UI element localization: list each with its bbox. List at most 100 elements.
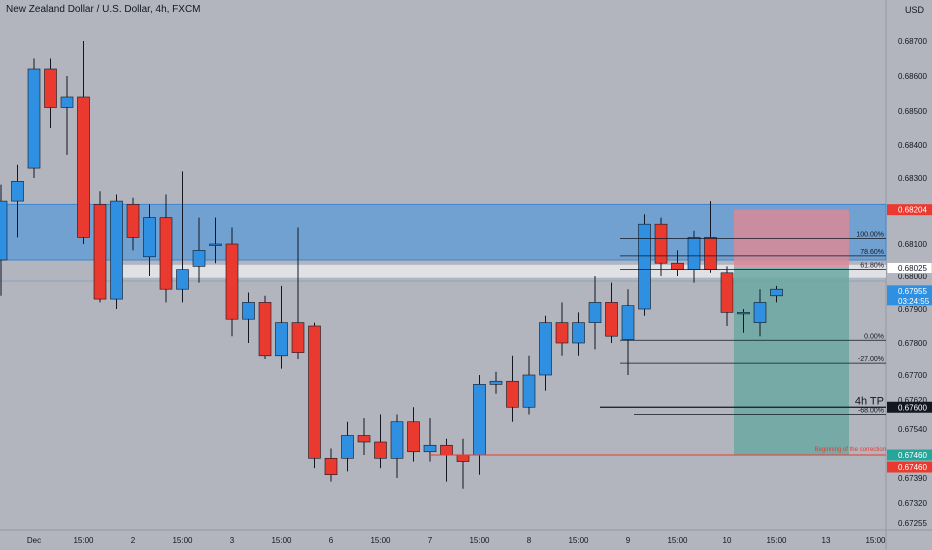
candle-body [737, 312, 750, 315]
stop-loss-area [734, 209, 849, 268]
candle-body [720, 272, 734, 313]
fib-level-label: -27.00% [858, 356, 884, 363]
x-tick-label: 10 [723, 536, 732, 545]
candle-body [176, 269, 189, 290]
candle-body [60, 96, 74, 108]
candle-body [126, 204, 140, 238]
take-profit-area [734, 268, 849, 455]
candle-body [704, 237, 717, 270]
fib-level-label: -68.00% [858, 408, 884, 415]
x-tick-label: 15:00 [271, 536, 292, 545]
fib-level-label: 61.80% [860, 263, 884, 270]
x-tick-label: 15:00 [370, 536, 391, 545]
candle-body [522, 374, 536, 408]
candle-body [390, 421, 404, 459]
candle-body [324, 457, 338, 476]
x-tick-label: 15:00 [172, 536, 193, 545]
y-tick-label: 0.68000 [898, 272, 927, 281]
x-tick-label: 6 [329, 536, 334, 545]
x-tick-label: 15:00 [667, 536, 688, 545]
x-tick-label: 3 [230, 536, 235, 545]
price-tag [887, 204, 932, 216]
candle-body [588, 302, 602, 323]
candle-body [621, 305, 635, 340]
candle-body [374, 441, 387, 459]
candle-body [308, 325, 321, 459]
y-tick-label: 0.67255 [898, 519, 927, 528]
y-tick-label: 0.68300 [898, 174, 927, 183]
candle-body [638, 223, 651, 310]
x-tick-label: 2 [131, 536, 136, 545]
symbol-title: New Zealand Dollar / U.S. Dollar, 4h, FX… [6, 4, 201, 15]
y-tick-label: 0.67320 [898, 499, 927, 508]
candle-body [258, 302, 272, 357]
x-tick-label: 15:00 [73, 536, 94, 545]
x-tick-label: 15:00 [568, 536, 589, 545]
candle-body [275, 322, 288, 357]
x-tick-label: 15:00 [766, 536, 787, 545]
price-tag-label: 0.67460 [898, 463, 927, 472]
x-tick-label: 15:00 [469, 536, 490, 545]
candle-body [770, 288, 783, 297]
candle-body [77, 96, 90, 238]
candle-body [440, 444, 453, 456]
y-tick-label: 0.67620 [898, 396, 927, 405]
price-tag [887, 449, 932, 461]
y-tick-label: 0.68600 [898, 72, 927, 81]
price-tag-label: 0.67955 [898, 287, 927, 296]
price-tag-label: 0.68025 [898, 264, 927, 273]
x-tick-label: 15:00 [865, 536, 886, 545]
price-tag [886, 262, 932, 274]
currency-label[interactable]: USD [904, 5, 924, 15]
candle-body [225, 243, 239, 320]
candle-body [687, 237, 701, 270]
candle-body [357, 435, 371, 443]
fib-level-label: 100.00% [856, 231, 884, 238]
x-tick-label: 13 [822, 536, 831, 545]
y-tick-label: 0.68500 [898, 107, 927, 116]
correction-label: Beginning of the correction [815, 447, 886, 453]
price-tag-label: 0.67460 [898, 451, 927, 460]
price-tag-countdown: 03:24:55 [898, 297, 930, 306]
candle-body [93, 204, 107, 300]
price-tag [887, 461, 932, 473]
candle-body [539, 322, 552, 376]
price-tag-label: 0.68204 [898, 206, 927, 215]
candle-body [506, 380, 519, 408]
candle-body [159, 217, 173, 290]
price-tag [887, 285, 932, 306]
candle-body [44, 68, 57, 108]
candle-body [654, 223, 668, 264]
x-tick-label: Dec [27, 536, 41, 545]
y-tick-label: 0.67540 [898, 425, 927, 434]
y-tick-label: 0.68700 [898, 37, 927, 46]
price-tag [887, 401, 932, 413]
candle-body [407, 421, 420, 453]
y-tick-label: 0.67390 [898, 474, 927, 483]
candle-body [555, 322, 569, 344]
price-tag-label: 0.67600 [898, 403, 927, 412]
candle-body [0, 200, 8, 261]
candle-body [242, 302, 255, 320]
x-tick-label: 8 [527, 536, 532, 545]
y-tick-label: 0.67900 [898, 305, 927, 314]
candle-body [473, 384, 486, 456]
x-tick-label: 9 [626, 536, 631, 545]
candle-body [671, 262, 684, 270]
y-tick-label: 0.68400 [898, 141, 927, 150]
fib-level-label: 0.00% [864, 333, 884, 340]
candle-body [192, 250, 206, 267]
fib-level-label: 78.60% [860, 249, 884, 256]
candle-body [489, 380, 503, 385]
tp-label: 4h TP [855, 395, 884, 407]
candle-body [423, 444, 437, 453]
candle-body [605, 302, 618, 337]
candle-body [456, 454, 470, 462]
y-tick-label: 0.67800 [898, 339, 927, 348]
y-tick-label: 0.68100 [898, 240, 927, 249]
candle-body [753, 302, 767, 323]
y-tick-label: 0.67700 [898, 371, 927, 380]
candle-body [110, 200, 123, 300]
